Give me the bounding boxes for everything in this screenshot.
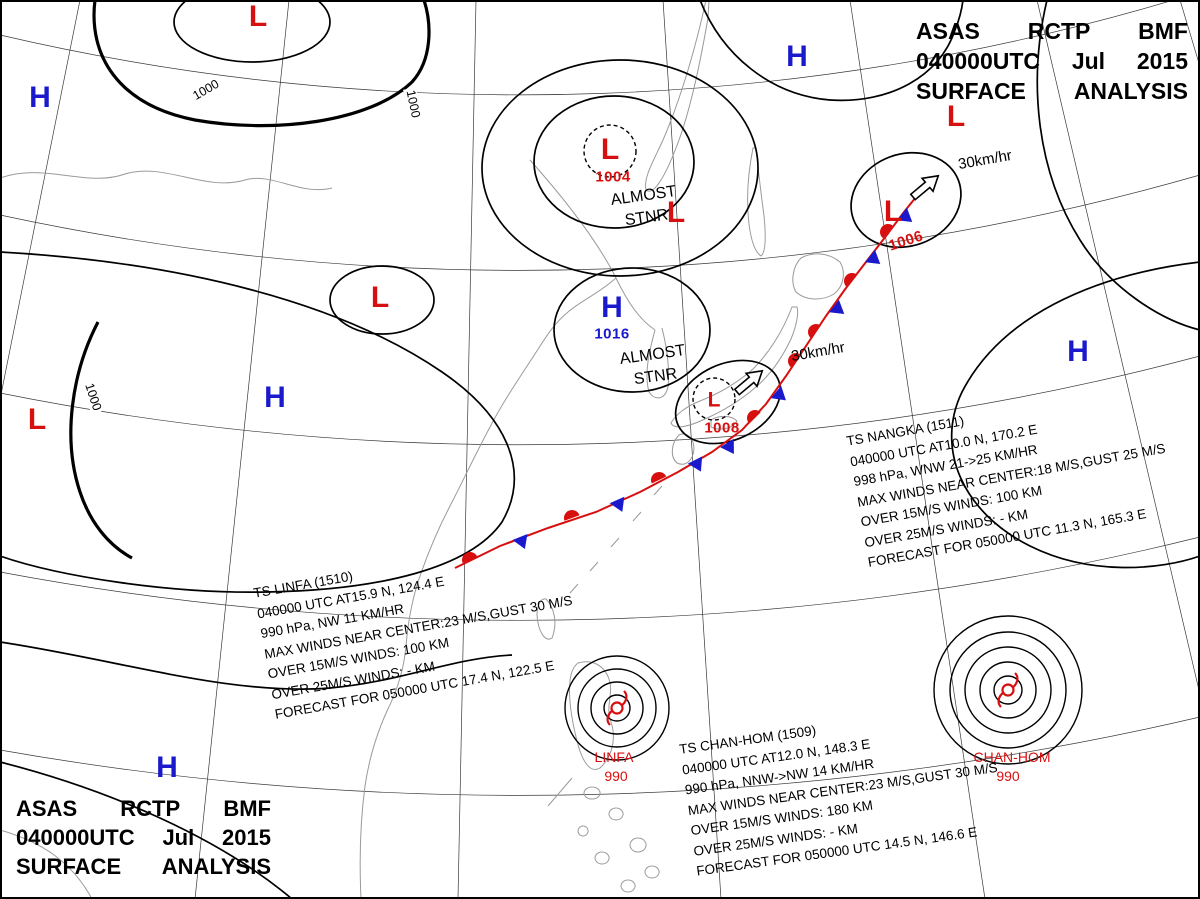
title-word: 2015 — [222, 825, 271, 850]
high-pressure-marker: H — [601, 291, 623, 324]
high-pressure-marker: H — [156, 751, 178, 784]
cold-front-symbol — [720, 438, 741, 459]
almost-stnr-note: ALMOST STNR — [609, 181, 680, 233]
title-row-3: SURFACE ANALYSIS — [916, 76, 1188, 106]
title-row-2: 040000UTC Jul 2015 — [916, 46, 1188, 76]
almost-stnr-note: ALMOST STNR — [618, 340, 689, 392]
movement-arrow-icon — [906, 168, 945, 205]
warm-front-symbol — [743, 406, 761, 424]
high-pressure-marker: H — [786, 40, 808, 73]
title-row-3: SURFACE ANALYSIS — [16, 852, 271, 881]
title-row-1: ASAS RCTP BMF — [16, 794, 271, 823]
warm-front-symbol — [804, 320, 821, 339]
high-pressure-marker: H — [29, 81, 51, 114]
title-word: SURFACE — [16, 854, 122, 879]
title-row-2: 040000UTC Jul 2015 — [16, 823, 271, 852]
warm-front-symbols — [459, 220, 893, 563]
typhoon-name-chanhom: CHAN-HOM — [973, 749, 1051, 765]
typhoon-rings-chanhom — [933, 615, 1083, 765]
title-word: ANALYSIS — [161, 854, 271, 879]
low-pressure-marker: L — [946, 100, 966, 133]
typhoon-rings-linfa — [564, 655, 670, 761]
title-word: 040000UTC — [16, 825, 135, 850]
title-word: SURFACE — [916, 78, 1026, 104]
high-pressure-marker: H — [1067, 335, 1089, 368]
title-word: BMF — [223, 796, 271, 821]
title-word: RCTP — [1027, 18, 1091, 44]
title-word: ASAS — [16, 796, 78, 821]
chart-title-top-right: ASAS RCTP BMF 040000UTC Jul 2015 SURFACE… — [916, 16, 1188, 106]
low-pressure-marker: L — [666, 196, 686, 229]
dotted-low-circles — [583, 124, 736, 421]
title-word: ASAS — [916, 18, 980, 44]
low-pressure-marker: L — [248, 0, 268, 33]
chart-title-bottom-left: ASAS RCTP BMF 040000UTC Jul 2015 SURFACE… — [16, 794, 271, 881]
low-pressure-marker: L — [27, 403, 47, 436]
cold-front-symbol — [770, 385, 792, 407]
cold-front-symbol — [609, 496, 630, 516]
pressure-value-1016: 1016 — [594, 325, 630, 343]
typhoon-name-linfa: LINFA — [594, 749, 634, 765]
coastlines — [0, 0, 844, 899]
low-pressure-marker: L — [883, 195, 903, 228]
warm-front-symbol — [648, 469, 667, 484]
low-pressure-marker: L — [600, 133, 620, 166]
cold-front-symbol — [865, 249, 886, 271]
low-pressure-marker: L — [707, 388, 721, 412]
title-word: Jul — [162, 825, 195, 850]
title-word: Jul — [1071, 48, 1106, 74]
typhoon-pressure-chanhom: 990 — [996, 768, 1020, 784]
thick-isobars-1000 — [69, 0, 431, 560]
title-word: 2015 — [1136, 48, 1188, 74]
title-row-1: ASAS RCTP BMF — [916, 16, 1188, 46]
title-word: BMF — [1138, 18, 1188, 44]
title-word: ANALYSIS — [1073, 78, 1188, 104]
title-word: RCTP — [120, 796, 181, 821]
title-word: 040000UTC — [916, 48, 1041, 74]
pressure-value-1004: 1004 — [595, 168, 631, 186]
high-pressure-marker: H — [264, 381, 286, 414]
typhoon-pressure-linfa: 990 — [604, 768, 628, 784]
pressure-value-1008: 1008 — [704, 419, 740, 437]
low-pressure-marker: L — [370, 281, 390, 314]
cold-front-symbol — [829, 299, 850, 321]
